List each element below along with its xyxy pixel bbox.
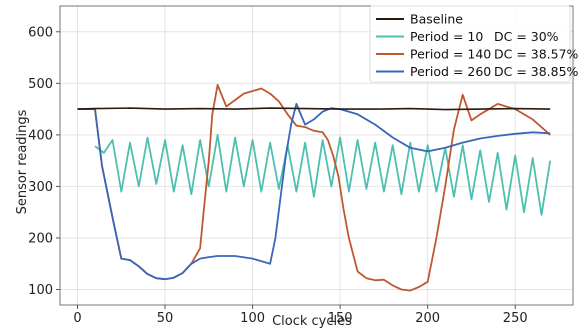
series-lines [77,84,552,292]
y-tick-label: 200 [28,231,53,246]
legend: Baseline Period = 10 DC = 30%Period = 140 D… [369,5,579,83]
x-tick-label: 200 [415,311,440,326]
legend-label: Period = 260 [410,64,491,79]
axes [59,5,574,306]
legend-duty-cycle: DC = 30% [494,29,559,44]
tick-labels: 0 50 100 150 200 250 100 200 300 400 500 600 [28,25,527,326]
legend-label: Baseline [410,12,463,27]
series-line-baseline [77,107,551,111]
legend-duty-cycle: DC = 38.57% [494,47,579,62]
y-tick-label: 100 [28,283,53,298]
y-tick-label: 400 [28,128,53,143]
x-tick-label: 0 [73,311,81,326]
y-tick-label: 600 [28,25,53,40]
legend-label: Period = 140 [410,47,491,62]
x-tick-label: 250 [503,311,528,326]
series-line-period-10 [94,133,552,216]
x-tick-label: 100 [240,311,265,326]
legend-box [369,5,571,83]
x-tick-label: 50 [157,311,174,326]
legend-label: Period = 10 [410,29,483,44]
y-tick-label: 500 [28,77,53,92]
x-tick-label: 150 [328,311,353,326]
grid [60,6,573,305]
plot-frame [59,5,574,306]
series-line-period-260 [77,103,551,281]
legend-duty-cycle: DC = 38.85% [494,64,579,79]
y-axis-title: Sensor readings [15,109,30,214]
y-tick-label: 300 [28,180,53,195]
x-axis-title: Clock cycles [272,314,352,329]
